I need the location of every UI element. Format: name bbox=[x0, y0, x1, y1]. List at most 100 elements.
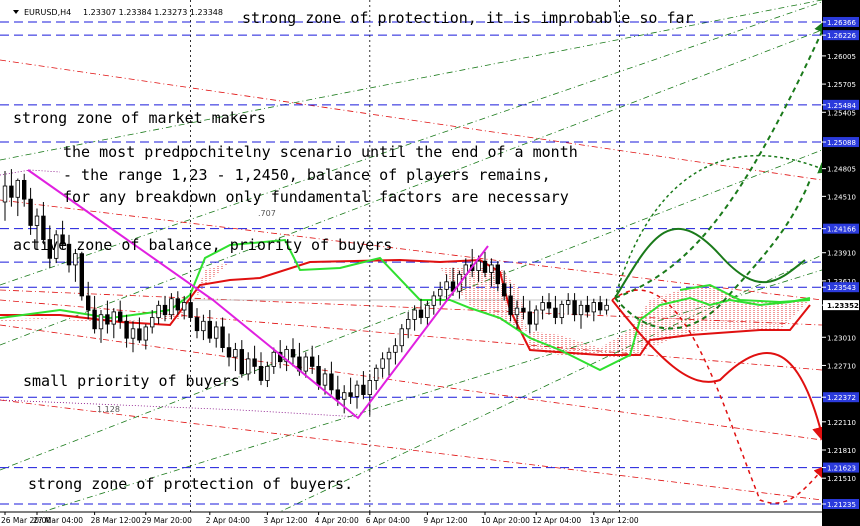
candle bbox=[265, 361, 270, 388]
candle-body bbox=[41, 215, 46, 240]
candle-body bbox=[546, 302, 552, 309]
candle-body bbox=[495, 264, 500, 285]
candle-body bbox=[73, 253, 78, 266]
candle-body bbox=[194, 317, 200, 332]
candle-body bbox=[604, 304, 609, 311]
candle-body bbox=[239, 349, 244, 375]
trend-line-3 bbox=[0, 149, 823, 471]
candle bbox=[2, 170, 8, 221]
candle bbox=[309, 345, 315, 374]
candle-body bbox=[380, 358, 385, 369]
candle-body bbox=[271, 351, 276, 367]
candle bbox=[21, 173, 27, 207]
candle bbox=[444, 274, 449, 301]
candle bbox=[546, 293, 552, 315]
price-tick-label: 1.21623 bbox=[827, 465, 856, 473]
candle bbox=[284, 345, 289, 372]
candle-body bbox=[258, 365, 264, 381]
candle-body bbox=[66, 243, 72, 266]
candle bbox=[47, 225, 52, 268]
candle bbox=[425, 300, 430, 327]
price-tick-label: 1.21510 bbox=[827, 475, 856, 483]
candle bbox=[405, 311, 411, 339]
fib-label-1128: 1.128 bbox=[97, 405, 120, 414]
tenkan-line bbox=[0, 238, 811, 372]
candle-body bbox=[201, 320, 206, 332]
candles bbox=[2, 169, 609, 420]
candle-body bbox=[329, 373, 334, 391]
note-scenario-1: the most predpochitelny scenario until t… bbox=[63, 143, 578, 161]
candle bbox=[175, 291, 180, 315]
candle-body bbox=[309, 356, 315, 367]
forecast-range-dashed bbox=[614, 179, 811, 330]
time-tick-label: 6 Apr 04:00 bbox=[366, 516, 410, 525]
candle-body bbox=[354, 384, 360, 397]
time-tick-label: 26 Mar 20:00 bbox=[1, 516, 51, 525]
price-axis[interactable]: 1.26366 1.26226 1.26005 1.25705 1.254841.254… bbox=[822, 0, 860, 526]
candle-body bbox=[399, 328, 404, 347]
candle bbox=[598, 295, 603, 315]
candle bbox=[329, 361, 334, 395]
forecast-up-dashed bbox=[614, 17, 829, 299]
symbol-label: EURUSD,H4 bbox=[24, 8, 71, 17]
price-axis-bg bbox=[822, 0, 860, 526]
trend-line-6 bbox=[0, 59, 823, 181]
candle-body bbox=[111, 311, 116, 325]
candle bbox=[15, 178, 20, 217]
trend-line-8 bbox=[0, 299, 823, 371]
price-tick-label: 1.26226 bbox=[827, 32, 856, 40]
trend-line-2 bbox=[0, 29, 823, 346]
price-tick-label: 1.23543 bbox=[827, 284, 856, 292]
price-tick-label: 1.26366 bbox=[827, 19, 856, 27]
time-axis-bg bbox=[0, 512, 822, 526]
candle-body bbox=[105, 314, 110, 325]
candle-body bbox=[489, 264, 494, 273]
candle bbox=[92, 295, 97, 334]
candle bbox=[393, 338, 398, 365]
candle bbox=[373, 364, 379, 390]
note-protection-buyers: strong zone of protection of buyers. bbox=[28, 475, 353, 493]
candle-body bbox=[437, 288, 443, 297]
forecast-range-solid bbox=[614, 227, 806, 299]
time-tick-label: 12 Apr 04:00 bbox=[532, 516, 581, 525]
candle bbox=[514, 300, 520, 329]
candle bbox=[412, 305, 417, 331]
candle-body bbox=[361, 384, 366, 395]
candle bbox=[137, 317, 142, 343]
candle-body bbox=[303, 356, 308, 372]
price-tick-label: 1.21235 bbox=[827, 501, 856, 509]
candle bbox=[105, 300, 110, 334]
candle-body bbox=[213, 326, 219, 339]
candle-body bbox=[566, 300, 571, 305]
candle bbox=[60, 220, 65, 249]
price-tick-label: 1.23910 bbox=[827, 250, 856, 258]
price-tick-label: 1.22110 bbox=[827, 419, 856, 427]
candle bbox=[431, 291, 436, 315]
candle-body bbox=[284, 349, 289, 363]
note-market-makers: strong zone of market makers bbox=[13, 109, 266, 127]
candle bbox=[418, 298, 424, 325]
price-tick-label: 1.23010 bbox=[827, 334, 856, 342]
candle bbox=[348, 377, 353, 404]
candle bbox=[367, 373, 372, 416]
candle bbox=[66, 234, 72, 273]
candle bbox=[437, 281, 443, 306]
candle-body bbox=[54, 234, 59, 259]
candle bbox=[271, 347, 276, 374]
candle-body bbox=[521, 307, 526, 313]
candle bbox=[585, 295, 590, 318]
candle-body bbox=[2, 185, 8, 203]
candle-body bbox=[591, 302, 596, 313]
collapse-triangle-icon[interactable] bbox=[13, 10, 19, 14]
trend-line-1 bbox=[0, 1, 823, 286]
candle-body bbox=[418, 309, 424, 318]
candle bbox=[207, 310, 212, 343]
candle-body bbox=[34, 215, 40, 226]
candle-body bbox=[175, 298, 180, 311]
price-level-badge bbox=[823, 392, 859, 403]
candle bbox=[162, 295, 168, 322]
candle-body bbox=[444, 281, 449, 290]
trend-line-7 bbox=[0, 199, 823, 301]
